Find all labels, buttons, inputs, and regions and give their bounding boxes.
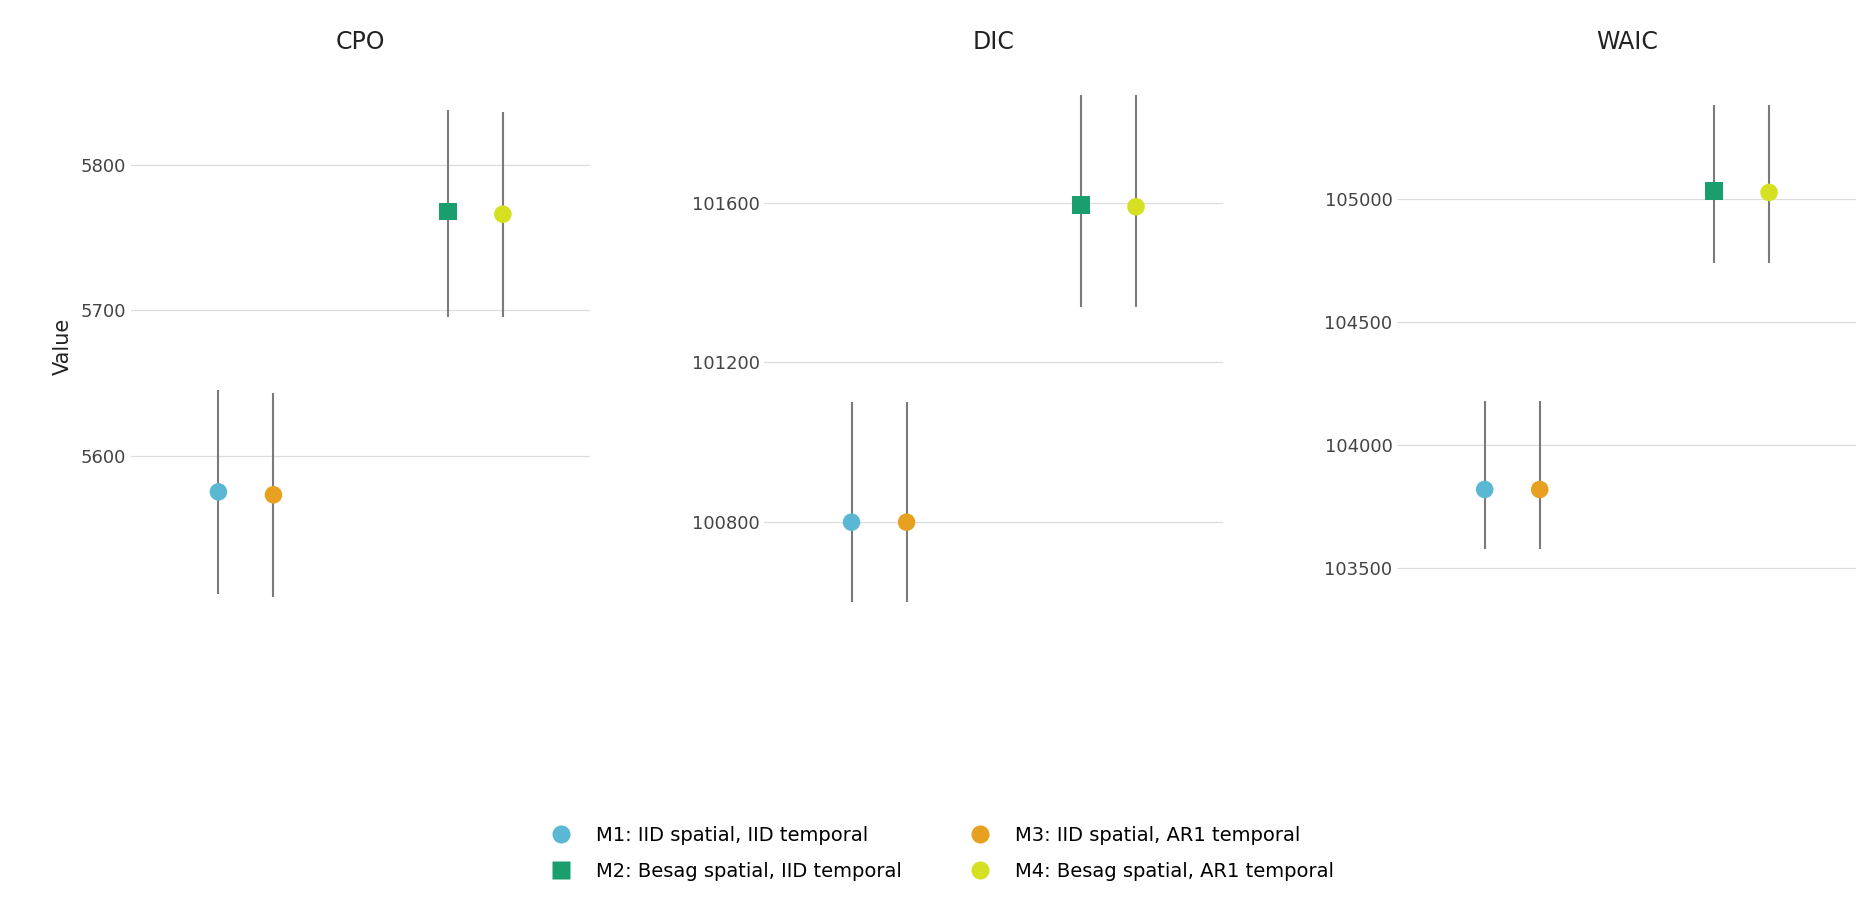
Title: CPO: CPO — [336, 30, 386, 54]
Point — [488, 207, 518, 221]
Point — [259, 488, 289, 502]
Point — [433, 204, 463, 219]
Point — [1470, 482, 1500, 497]
Point — [202, 485, 232, 500]
Point — [892, 515, 922, 529]
Title: WAIC: WAIC — [1596, 30, 1658, 54]
Point — [1121, 200, 1151, 214]
Legend: M1: IID spatial, IID temporal, M2: Besag spatial, IID temporal, M3: IID spatial,: M1: IID spatial, IID temporal, M2: Besag… — [542, 826, 1333, 881]
Point — [1755, 185, 1785, 200]
Point — [836, 515, 866, 529]
Point — [1524, 482, 1554, 497]
Y-axis label: Value: Value — [52, 318, 73, 375]
Title: DIC: DIC — [973, 30, 1014, 54]
Point — [1065, 198, 1095, 212]
Point — [1699, 184, 1729, 198]
